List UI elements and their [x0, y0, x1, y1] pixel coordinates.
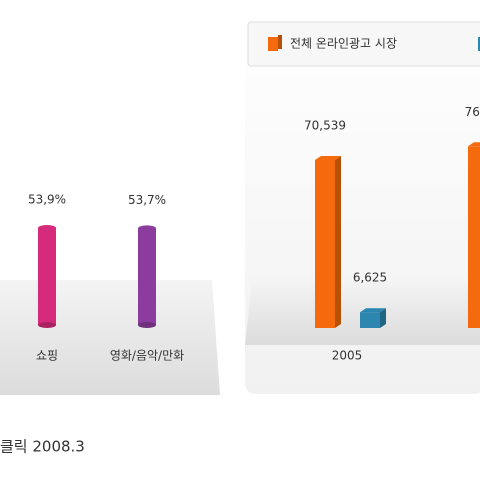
cylinder-base — [138, 322, 156, 328]
bar-top — [360, 308, 386, 313]
left-floor — [0, 280, 220, 395]
value-label: 53,9% — [28, 192, 66, 206]
cylinder — [38, 227, 56, 325]
bar-side — [380, 308, 386, 328]
legend-label: 전체 온라인광고 시장 — [290, 37, 397, 51]
bar — [468, 146, 480, 328]
source: 클릭 2008.3 — [0, 438, 85, 456]
cylinder-top — [38, 224, 56, 231]
bar — [360, 312, 380, 328]
legend-swatch — [268, 37, 278, 51]
value-label: 53,7% — [128, 193, 166, 207]
value-label: 70,539 — [304, 119, 346, 133]
bar — [315, 160, 335, 328]
bar-top — [315, 156, 341, 160]
bar-side — [335, 156, 341, 328]
cylinder — [138, 228, 156, 325]
cylinder-top — [138, 225, 156, 232]
legend-swatch-side — [278, 35, 282, 49]
x-label: 쇼핑 — [36, 349, 58, 363]
value-label: 6,625 — [353, 271, 387, 285]
value-label: 76,3 — [465, 105, 480, 119]
cylinder-base — [38, 322, 56, 328]
x-label: 영화/음악/만화 — [110, 349, 184, 363]
legend-swatch — [478, 37, 480, 51]
bar-top — [468, 142, 480, 147]
legend-box — [247, 21, 480, 67]
x-label: 2005 — [332, 349, 363, 363]
